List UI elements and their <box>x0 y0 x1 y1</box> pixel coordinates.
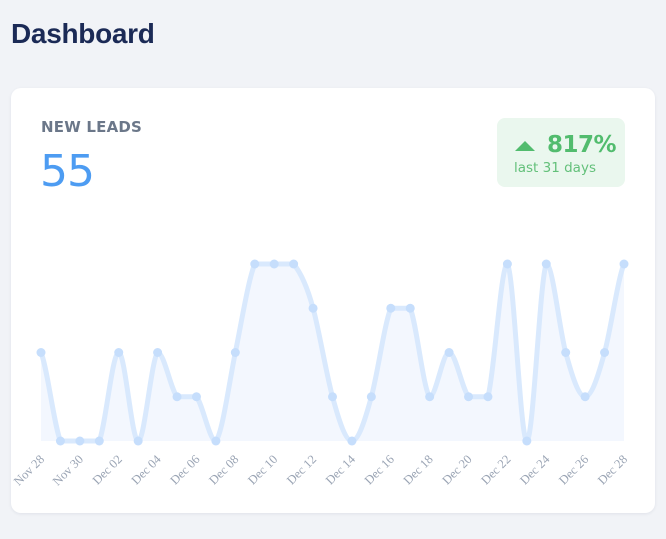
data-point[interactable] <box>308 303 318 313</box>
data-point[interactable] <box>289 259 299 269</box>
metric-label: NEW LEADS <box>41 118 143 136</box>
data-point[interactable] <box>483 392 493 402</box>
data-point[interactable] <box>600 348 610 357</box>
data-point[interactable] <box>366 392 376 402</box>
metric-value: 55 <box>40 146 95 197</box>
data-point[interactable] <box>133 436 143 446</box>
data-point[interactable] <box>425 392 435 402</box>
x-tick-label: Dec 14 <box>323 452 359 488</box>
data-point[interactable] <box>347 436 357 446</box>
x-tick-label: Dec 08 <box>206 452 241 487</box>
data-point[interactable] <box>36 348 46 357</box>
data-point[interactable] <box>464 392 474 402</box>
triangle-up-icon <box>515 140 535 151</box>
data-point[interactable] <box>75 436 85 446</box>
x-tick-label: Dec 12 <box>284 452 319 487</box>
data-point[interactable] <box>230 348 240 357</box>
change-period: last 31 days <box>514 160 596 176</box>
data-point[interactable] <box>55 436 65 446</box>
data-point[interactable] <box>94 436 104 446</box>
x-axis-ticks: Nov 28 Nov 30 Dec 02 Dec 04 Dec 06 Dec 08 Dec … <box>11 452 630 489</box>
data-point[interactable] <box>211 436 221 446</box>
data-point[interactable] <box>191 392 201 402</box>
x-tick-label: Dec 16 <box>362 452 397 487</box>
x-tick-label: Dec 28 <box>595 452 630 487</box>
data-point[interactable] <box>580 392 590 402</box>
data-point[interactable] <box>619 259 629 269</box>
x-tick-label: Dec 10 <box>245 452 280 487</box>
x-tick-label: Dec 24 <box>517 452 553 488</box>
data-point[interactable] <box>269 259 279 269</box>
new-leads-card: NEW LEADS 55 817% last 31 days Nov 28 Nov… <box>11 88 655 513</box>
data-point[interactable] <box>541 259 551 269</box>
data-point[interactable] <box>114 348 124 357</box>
x-tick-label: Dec 18 <box>401 452 436 487</box>
change-badge: 817% last 31 days <box>497 118 625 187</box>
x-tick-label: Nov 30 <box>50 452 86 488</box>
x-tick-label: Dec 20 <box>439 452 474 487</box>
data-point[interactable] <box>522 436 532 446</box>
data-point[interactable] <box>250 259 260 269</box>
data-point[interactable] <box>444 348 454 357</box>
data-point[interactable] <box>328 392 337 402</box>
x-tick-label: Dec 26 <box>556 452 591 487</box>
x-tick-label: Dec 06 <box>167 452 202 487</box>
x-tick-label: Dec 04 <box>129 452 165 488</box>
data-point[interactable] <box>405 303 415 313</box>
x-tick-label: Dec 22 <box>478 452 513 487</box>
change-percent: 817% <box>547 132 617 158</box>
leads-area-chart: Nov 28 Nov 30 Dec 02 Dec 04 Dec 06 Dec 08 Dec … <box>11 259 630 489</box>
x-tick-label: Dec 02 <box>90 452 125 487</box>
x-tick-label: Nov 28 <box>11 452 47 488</box>
data-point[interactable] <box>172 392 182 402</box>
page-title: Dashboard <box>11 18 155 49</box>
data-point[interactable] <box>153 348 163 357</box>
data-point[interactable] <box>386 303 396 313</box>
data-point[interactable] <box>561 348 571 357</box>
chart-points <box>36 259 629 446</box>
data-point[interactable] <box>502 259 512 269</box>
